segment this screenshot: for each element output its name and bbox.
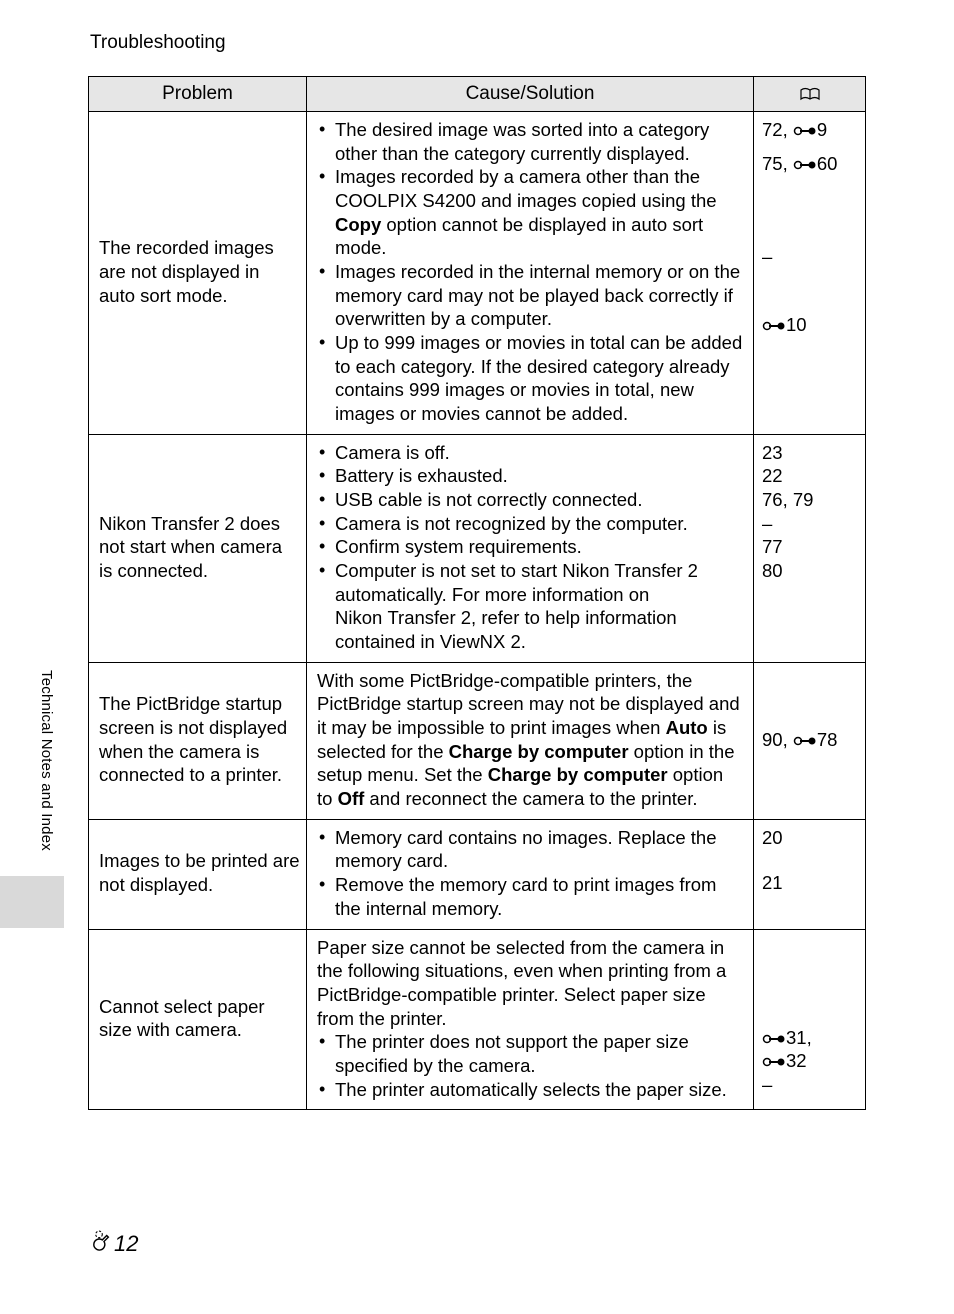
book-icon <box>799 83 821 104</box>
cause-item: Camera is off. <box>317 441 743 465</box>
section-title: Troubleshooting <box>90 32 866 54</box>
cause-item: Battery is exhausted. <box>317 464 743 488</box>
col-header-reference <box>754 77 866 112</box>
problem-cell: The PictBridge startup screen is not dis… <box>89 662 307 819</box>
reference-cell: 90, 78 <box>754 662 866 819</box>
link-icon <box>762 314 786 335</box>
problem-cell: The recorded images are not displayed in… <box>89 112 307 435</box>
cause-cell: Camera is off. Battery is exhausted. USB… <box>307 434 754 662</box>
link-icon <box>762 1050 786 1071</box>
page-content: Troubleshooting Problem Cause/Solution T… <box>0 0 954 1110</box>
problem-cell: Nikon Transfer 2 does not start when cam… <box>89 434 307 662</box>
table-header-row: Problem Cause/Solution <box>89 77 866 112</box>
cause-item: Images recorded in the internal memory o… <box>317 260 743 331</box>
cause-item: Up to 999 images or movies in total can … <box>317 331 743 426</box>
cause-item: Camera is not recognized by the computer… <box>317 512 743 536</box>
cause-item: The printer does not support the paper s… <box>317 1030 743 1077</box>
cause-cell: With some PictBridge-compatible printers… <box>307 662 754 819</box>
cause-cell: Paper size cannot be selected from the c… <box>307 929 754 1110</box>
table-row: Nikon Transfer 2 does not start when cam… <box>89 434 866 662</box>
link-icon <box>762 1027 786 1048</box>
cause-item: The desired image was sorted into a cate… <box>317 118 743 165</box>
problem-cell: Images to be printed are not displayed. <box>89 819 307 929</box>
page-footer: 12 <box>88 1230 138 1258</box>
link-icon <box>793 153 817 174</box>
cause-item: Memory card contains no images. Replace … <box>317 826 743 873</box>
cause-item: Images recorded by a camera other than t… <box>317 165 743 260</box>
cause-intro: Paper size cannot be selected from the c… <box>317 936 743 1031</box>
reference-cell: 31, 32 – <box>754 929 866 1110</box>
reference-cell: 72, 9 75, 60 – 10 <box>754 112 866 435</box>
reference-cell: 23 22 76, 79 – 77 80 <box>754 434 866 662</box>
table-row: Cannot select paper size with camera. Pa… <box>89 929 866 1110</box>
col-header-problem: Problem <box>89 77 307 112</box>
cause-item: The printer automatically selects the pa… <box>317 1078 743 1102</box>
page-number: 12 <box>114 1231 138 1257</box>
cause-cell: Memory card contains no images. Replace … <box>307 819 754 929</box>
table-row: Images to be printed are not displayed. … <box>89 819 866 929</box>
cause-item: Remove the memory card to print images f… <box>317 873 743 920</box>
troubleshooting-table: Problem Cause/Solution The recorded imag… <box>88 76 866 1110</box>
cause-item: Computer is not set to start Nikon Trans… <box>317 559 743 654</box>
cause-item: Confirm system requirements. <box>317 535 743 559</box>
link-icon <box>793 119 817 140</box>
col-header-cause: Cause/Solution <box>307 77 754 112</box>
table-row: The recorded images are not displayed in… <box>89 112 866 435</box>
table-row: The PictBridge startup screen is not dis… <box>89 662 866 819</box>
problem-cell: Cannot select paper size with camera. <box>89 929 307 1110</box>
link-icon <box>793 729 817 750</box>
cause-item: USB cable is not correctly connected. <box>317 488 743 512</box>
reference-cell: 20 21 <box>754 819 866 929</box>
wrench-icon <box>88 1230 110 1258</box>
cause-cell: The desired image was sorted into a cate… <box>307 112 754 435</box>
